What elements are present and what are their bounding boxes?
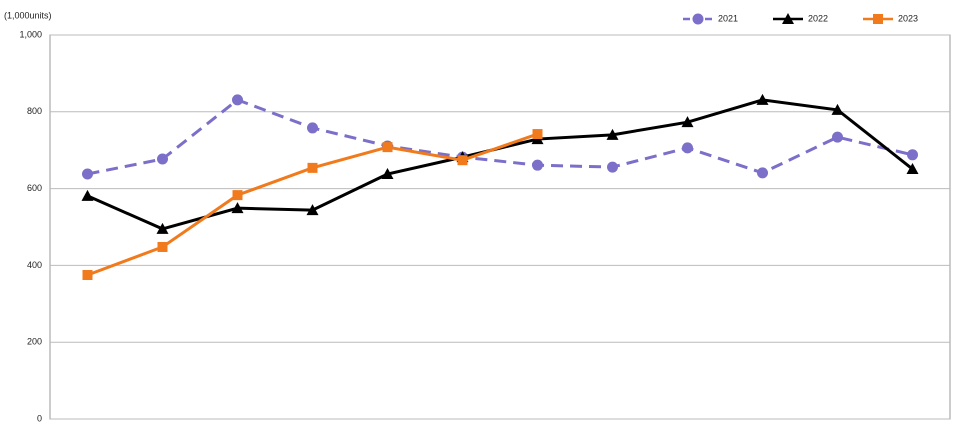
legend-marker xyxy=(873,14,883,24)
y-tick-label: 600 xyxy=(27,183,42,193)
data-point xyxy=(81,189,94,201)
legend-marker xyxy=(782,13,794,24)
data-point xyxy=(381,168,394,180)
data-point xyxy=(681,116,694,128)
data-point xyxy=(82,168,93,180)
legend-label: 2023 xyxy=(898,13,918,23)
y-tick-label: 1,000 xyxy=(19,29,42,39)
y-tick-label: 0 xyxy=(37,413,42,423)
data-point xyxy=(757,167,768,179)
data-point xyxy=(682,142,693,154)
data-point xyxy=(457,155,468,166)
data-point xyxy=(307,162,318,173)
legend-label: 2022 xyxy=(808,13,828,23)
data-point xyxy=(831,103,844,115)
data-point xyxy=(306,204,319,216)
data-point xyxy=(907,149,918,161)
data-point xyxy=(756,93,769,105)
data-point xyxy=(532,159,543,171)
data-point xyxy=(232,94,243,106)
plot-area xyxy=(49,34,951,420)
data-point xyxy=(906,163,919,175)
legend-label: 2021 xyxy=(718,13,738,23)
data-point xyxy=(82,270,93,280)
data-point xyxy=(382,142,393,153)
data-point xyxy=(532,129,543,140)
data-point xyxy=(606,128,619,140)
y-tick-label: 800 xyxy=(27,106,42,116)
y-tick-label: 400 xyxy=(27,260,42,270)
y-tick-label: 200 xyxy=(27,337,42,347)
data-point xyxy=(832,131,843,143)
data-point xyxy=(157,153,168,165)
data-point xyxy=(232,190,243,201)
legend-marker xyxy=(692,13,704,25)
data-point xyxy=(157,241,168,252)
data-point xyxy=(231,202,244,214)
data-point xyxy=(607,161,618,173)
data-point xyxy=(156,222,169,234)
data-point xyxy=(307,122,318,134)
series-line xyxy=(87,98,913,176)
y-axis-label: (1,000units) xyxy=(4,10,52,20)
